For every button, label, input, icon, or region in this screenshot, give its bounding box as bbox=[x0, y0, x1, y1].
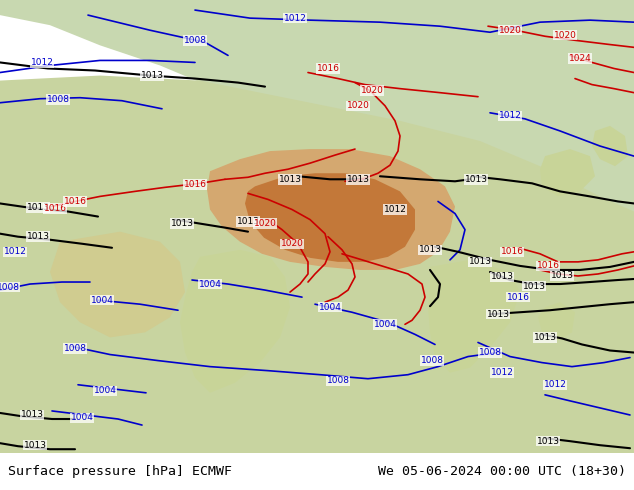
Text: 1008: 1008 bbox=[0, 283, 20, 292]
Text: 1016: 1016 bbox=[536, 261, 559, 270]
Polygon shape bbox=[428, 260, 520, 373]
Polygon shape bbox=[207, 149, 455, 270]
Text: 1016: 1016 bbox=[316, 64, 339, 73]
Polygon shape bbox=[50, 232, 185, 338]
Text: 1013: 1013 bbox=[522, 282, 545, 291]
Text: 1013: 1013 bbox=[141, 71, 164, 80]
Text: 1008: 1008 bbox=[479, 348, 501, 357]
Text: 1004: 1004 bbox=[318, 303, 342, 312]
Text: 1024: 1024 bbox=[569, 54, 592, 63]
Polygon shape bbox=[592, 126, 628, 166]
Text: 1016: 1016 bbox=[44, 204, 67, 213]
Text: 1008: 1008 bbox=[420, 356, 444, 365]
Text: 1016: 1016 bbox=[183, 180, 207, 189]
Text: 1012: 1012 bbox=[543, 380, 566, 389]
Text: 1013: 1013 bbox=[236, 217, 259, 226]
Text: 1008: 1008 bbox=[46, 95, 70, 104]
Text: 1013: 1013 bbox=[533, 333, 557, 342]
Text: 1004: 1004 bbox=[198, 279, 221, 289]
Text: 1008: 1008 bbox=[183, 36, 207, 45]
Text: 1012: 1012 bbox=[498, 111, 521, 121]
Polygon shape bbox=[538, 302, 575, 341]
Text: 1013: 1013 bbox=[550, 271, 574, 280]
Text: 1013: 1013 bbox=[27, 203, 49, 212]
Text: 1013: 1013 bbox=[486, 310, 510, 319]
Text: 1012: 1012 bbox=[491, 368, 514, 377]
Text: 1013: 1013 bbox=[418, 245, 441, 254]
Text: Surface pressure [hPa] ECMWF: Surface pressure [hPa] ECMWF bbox=[8, 465, 231, 478]
Text: We 05-06-2024 00:00 UTC (18+30): We 05-06-2024 00:00 UTC (18+30) bbox=[378, 465, 626, 478]
Text: 1013: 1013 bbox=[23, 441, 46, 450]
Text: 1004: 1004 bbox=[94, 386, 117, 395]
Text: 1013: 1013 bbox=[171, 219, 193, 228]
Text: 1020: 1020 bbox=[254, 219, 276, 228]
Text: 1012: 1012 bbox=[283, 14, 306, 23]
Text: 1013: 1013 bbox=[347, 175, 370, 184]
Text: 1013: 1013 bbox=[536, 437, 559, 446]
Text: 1008: 1008 bbox=[327, 376, 349, 385]
Text: 1013: 1013 bbox=[469, 257, 491, 267]
Text: 1020: 1020 bbox=[498, 25, 521, 35]
Text: 1013: 1013 bbox=[20, 411, 44, 419]
Text: 1016: 1016 bbox=[63, 197, 86, 206]
Polygon shape bbox=[0, 75, 634, 453]
Text: 1020: 1020 bbox=[361, 86, 384, 95]
Polygon shape bbox=[0, 0, 634, 221]
Text: 1013: 1013 bbox=[491, 272, 514, 281]
Text: 1008: 1008 bbox=[63, 344, 86, 353]
Text: 1020: 1020 bbox=[553, 31, 576, 40]
Text: 1013: 1013 bbox=[27, 232, 49, 241]
Polygon shape bbox=[245, 173, 415, 262]
Text: 1012: 1012 bbox=[30, 58, 53, 67]
Text: 1020: 1020 bbox=[281, 239, 304, 248]
Text: 1004: 1004 bbox=[70, 414, 93, 422]
Text: 1012: 1012 bbox=[384, 205, 406, 214]
Text: 1016: 1016 bbox=[507, 293, 529, 302]
Text: 1004: 1004 bbox=[91, 295, 113, 305]
Text: 1012: 1012 bbox=[4, 247, 27, 256]
Polygon shape bbox=[540, 149, 595, 196]
Text: 1016: 1016 bbox=[500, 247, 524, 256]
Text: 1013: 1013 bbox=[278, 175, 302, 184]
Text: 1013: 1013 bbox=[465, 175, 488, 184]
Polygon shape bbox=[180, 250, 290, 393]
Text: 1020: 1020 bbox=[347, 101, 370, 110]
Text: 1004: 1004 bbox=[373, 320, 396, 329]
